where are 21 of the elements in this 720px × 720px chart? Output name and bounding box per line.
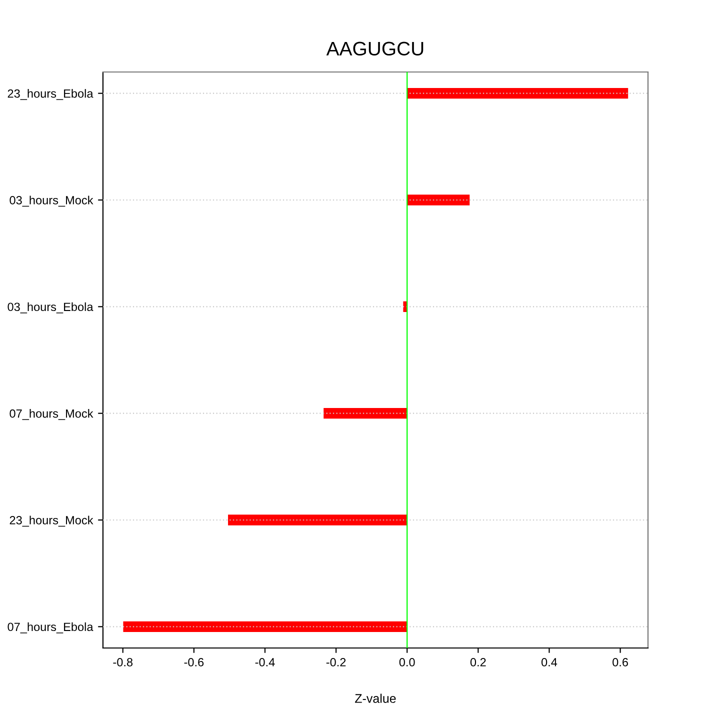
y-tick-label: 03_hours_Mock [10, 196, 94, 207]
bar [407, 194, 470, 206]
x-tick-label: -0.8 [113, 658, 133, 666]
bar [228, 514, 408, 526]
y-tick-label: 23_hours_Mock [10, 516, 94, 527]
y-tick-label: 07_hours_Mock [10, 409, 94, 420]
x-tick-label: -0.4 [255, 658, 275, 666]
bar [123, 621, 408, 632]
x-tick-label: -0.6 [184, 658, 204, 666]
y-tick-label: 03_hours_Ebola [8, 302, 94, 314]
x-axis-title: Z-value [355, 694, 396, 703]
chart-title: AAGUGCU [326, 42, 424, 56]
y-tick-label: 07_hours_Ebola [8, 622, 94, 634]
bar [324, 408, 408, 419]
bar [407, 88, 628, 99]
x-tick-label: 0.0 [399, 658, 415, 666]
y-tick-label: 23_hours_Ebola [8, 89, 94, 100]
x-tick-label: 0.6 [612, 658, 628, 666]
x-tick-label: -0.2 [326, 658, 346, 666]
x-tick-label: 0.2 [470, 658, 486, 666]
x-tick-label: 0.4 [541, 658, 558, 666]
